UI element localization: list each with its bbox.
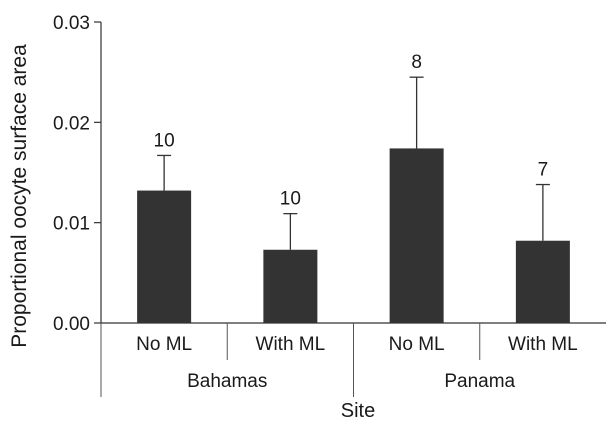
x-category-label: No ML: [136, 334, 192, 355]
y-tick-label: 0.00: [53, 314, 90, 335]
sample-size-label: 10: [154, 130, 175, 151]
x-category-label: With ML: [256, 334, 326, 355]
bar: [389, 148, 444, 323]
bar: [137, 190, 192, 323]
bar: [263, 249, 318, 323]
x-axis-label: Site: [341, 400, 375, 422]
sample-size-label: 7: [538, 160, 549, 181]
group-label: Bahamas: [187, 371, 267, 392]
sample-size-label: 8: [411, 52, 422, 73]
group-labels: Bahamas Panama: [100, 323, 516, 397]
x-category-labels: No ML With ML No ML With ML: [136, 334, 578, 355]
y-axis-label: Proportional oocyte surface area: [8, 44, 31, 348]
x-category-label: No ML: [389, 334, 445, 355]
y-tick-label: 0.02: [53, 113, 90, 134]
sample-size-label: 10: [280, 189, 301, 210]
bar: [515, 240, 570, 323]
y-ticks: 0.00 0.01 0.02 0.03: [53, 13, 101, 335]
bars: 10 10 8 7: [137, 52, 570, 323]
y-tick-label: 0.03: [53, 13, 90, 34]
y-tick-label: 0.01: [53, 214, 90, 235]
group-label: Panama: [444, 371, 515, 392]
x-category-label: With ML: [508, 334, 578, 355]
